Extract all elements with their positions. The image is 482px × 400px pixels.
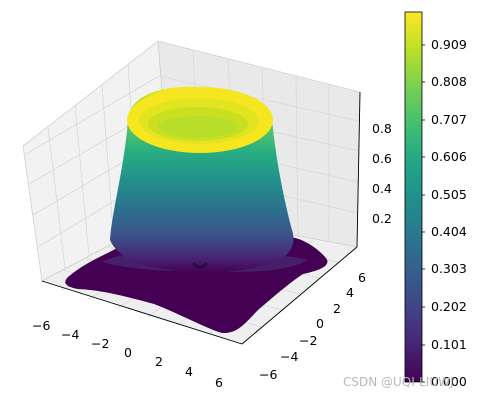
y-tick: 0 xyxy=(316,316,324,331)
x-tick: 0 xyxy=(124,345,132,360)
colorbar-tick-label: 0.303 xyxy=(431,261,467,276)
colorbar-ticks xyxy=(422,44,425,383)
x-tick: −4 xyxy=(61,327,79,342)
colorbar-tick-label: 0.202 xyxy=(431,299,467,314)
surface-center-dip xyxy=(191,261,209,269)
colorbar-tick-label: 0.000 xyxy=(431,374,467,389)
colorbar: 0.000 0.101 0.202 0.303 0.404 0.505 0.60… xyxy=(404,11,467,389)
y-tick: 4 xyxy=(346,285,354,300)
x-tick: 2 xyxy=(155,354,163,369)
x-tick: −2 xyxy=(91,336,109,351)
colorbar-tick-label: 0.909 xyxy=(431,37,467,52)
y-tick: −2 xyxy=(299,333,317,348)
surface-crater-floor xyxy=(158,116,238,138)
colorbar-tick-label: 0.505 xyxy=(431,187,467,202)
x-tick: 4 xyxy=(185,364,193,379)
z-tick: 0.6 xyxy=(372,151,392,166)
colorbar-tick-label: 0.707 xyxy=(431,112,467,127)
z-axis-ticks: 0.2 0.4 0.6 0.8 xyxy=(372,121,392,226)
x-tick: 6 xyxy=(215,375,223,390)
watermark: CSDN @UQI-LIUWJ xyxy=(343,375,454,389)
z-tick: 0.2 xyxy=(372,211,392,226)
y-tick: 6 xyxy=(358,270,366,285)
surface xyxy=(65,86,328,334)
x-tick: −6 xyxy=(32,318,50,333)
colorbar-tick-label: 0.808 xyxy=(431,74,467,89)
colorbar-tick-label: 0.404 xyxy=(431,224,467,239)
colorbar-tick-label: 0.101 xyxy=(431,337,467,352)
colorbar-gradient xyxy=(404,11,423,383)
y-tick: −6 xyxy=(259,367,277,382)
x-axis-ticks: −6 −4 −2 0 2 4 6 xyxy=(32,318,223,390)
z-tick: 0.8 xyxy=(372,121,392,136)
colorbar-tick-label: 0.606 xyxy=(431,149,467,164)
y-tick: 2 xyxy=(333,301,341,316)
z-tick: 0.4 xyxy=(372,181,392,196)
y-tick: −4 xyxy=(280,349,298,364)
axis-edges xyxy=(41,91,361,345)
y-axis-ticks: −6 −4 −2 0 2 4 6 xyxy=(259,270,366,382)
